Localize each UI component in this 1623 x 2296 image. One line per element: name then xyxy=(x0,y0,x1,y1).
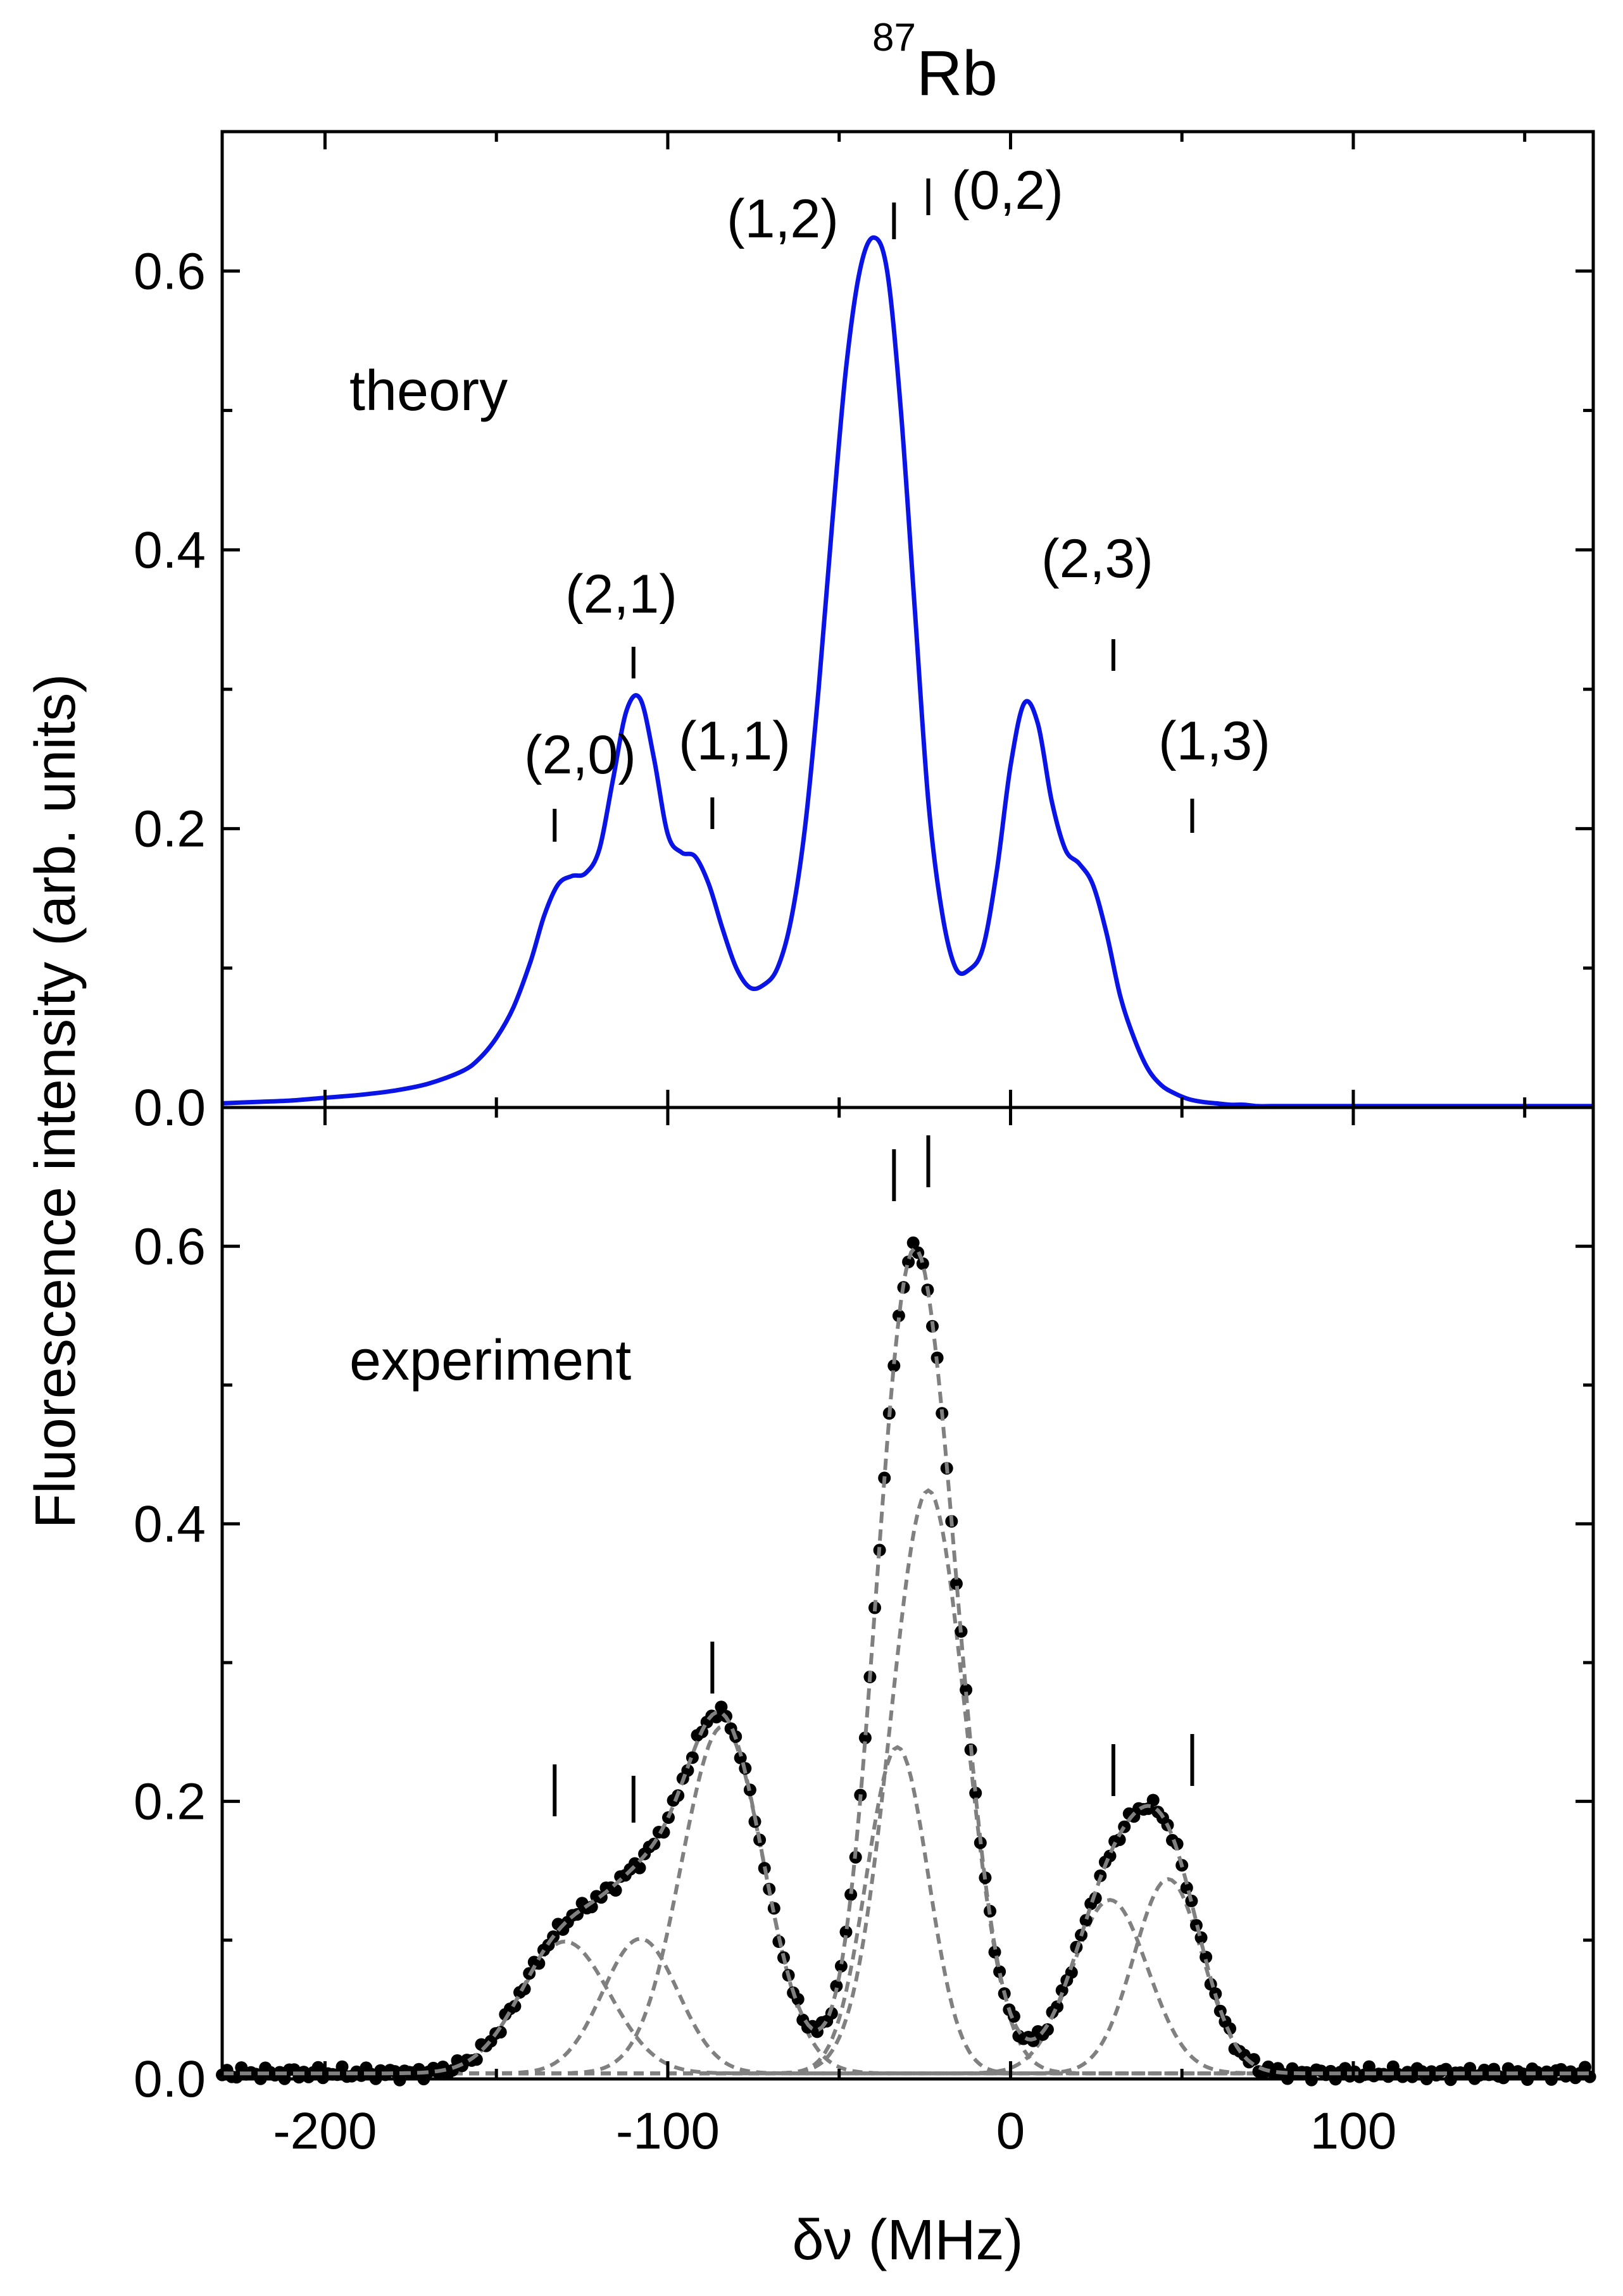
experiment-y-tick-label: 0.2 xyxy=(134,1773,206,1830)
experiment-data-point xyxy=(902,1256,915,1268)
experiment-data-point xyxy=(609,1884,622,1897)
experiment-panel-label: experiment xyxy=(349,1329,631,1392)
experiment-data-point xyxy=(633,1861,646,1875)
theory-peak-label: (0,2) xyxy=(951,160,1063,221)
experiment-y-tick-label: 0.0 xyxy=(134,2050,206,2108)
experiment-data-point xyxy=(1200,1950,1213,1964)
experiment-data-point xyxy=(734,1751,747,1764)
experiment-data-point xyxy=(830,1980,843,1993)
experiment-data-point xyxy=(834,1959,848,1973)
experiment-data-point xyxy=(1224,2022,1236,2035)
experiment-data-point xyxy=(906,1236,920,1249)
experiment-panel-frame xyxy=(220,1106,1595,2081)
experiment-data-point xyxy=(715,1700,728,1714)
experiment-peak-markers xyxy=(553,1135,1194,1823)
experiment-data-point xyxy=(1579,2061,1591,2074)
experiment-data-point xyxy=(949,1577,963,1590)
experiment-data-point xyxy=(892,1309,905,1323)
experiment-data-point xyxy=(1055,1984,1068,1997)
experiment-data-point xyxy=(311,2061,325,2074)
experiment-data-point xyxy=(335,2060,349,2073)
theory-peak-label: (2,3) xyxy=(1041,528,1153,589)
x-axis-title: δν (MHz) xyxy=(792,2209,1023,2272)
experiment-data-point xyxy=(960,1683,973,1697)
chart-title-superscript: 87 xyxy=(872,16,916,59)
theory-peak-annotations: (2,0) (2,1) (1,1) (1,2) (0,2) (2,3) (1,3) xyxy=(524,160,1270,842)
experiment-y-tick-label: 0.4 xyxy=(134,1495,206,1553)
experiment-fit-sum xyxy=(222,1245,1593,2076)
experiment-data-point xyxy=(1079,1914,1093,1927)
experiment-x-tick-label: -100 xyxy=(616,2102,720,2160)
theory-y-tick-label: 0.4 xyxy=(134,521,206,579)
experiment-data-point xyxy=(887,1359,901,1372)
experiment-data-point xyxy=(1146,1794,1160,1807)
experiment-data-point xyxy=(844,1888,858,1901)
experiment-data-point xyxy=(681,1764,694,1777)
experiment-fit-component-4 xyxy=(222,1745,1593,2076)
experiment-data-point xyxy=(518,1982,531,1995)
experiment-x-tick-label: -200 xyxy=(273,2102,377,2160)
experiment-ticks: -200 -100 0 100 0.0 0.2 0.4 0.6 xyxy=(134,1107,1593,2160)
experiment-x-tick-label: 0 xyxy=(996,2102,1025,2160)
experiment-x-tick-label: 100 xyxy=(1310,2102,1397,2160)
experiment-data-point xyxy=(825,2007,838,2020)
experiment-data-point xyxy=(1065,1966,1078,1979)
experiment-y-tick-label: 0.6 xyxy=(134,1218,206,1275)
experiment-data-point xyxy=(969,1787,982,1800)
experiment-data-point xyxy=(1463,2062,1477,2075)
experiment-data-point xyxy=(988,1945,1001,1959)
experiment-panel: -200 -100 0 100 0.0 0.2 0.4 0.6 experiment xyxy=(134,1106,1596,2160)
theory-panel-label: theory xyxy=(349,359,508,423)
theory-y-tick-label: 0.6 xyxy=(134,242,206,300)
theory-plot-area xyxy=(222,235,1593,1109)
theory-ticks: 0.0 0.2 0.4 0.6 xyxy=(134,132,1593,1137)
theory-y-tick-label: 0.2 xyxy=(134,800,206,858)
experiment-plot-area xyxy=(216,1236,1596,2087)
theory-peak-label: (2,0) xyxy=(524,725,636,785)
y-axis-title: Fluorescence intensity (arb. units) xyxy=(24,674,87,1529)
experiment-data-point xyxy=(993,1965,1006,1978)
theory-peak-label: (2,1) xyxy=(565,564,677,625)
theory-peak-label: (1,1) xyxy=(679,711,791,771)
theory-y-tick-label: 0.0 xyxy=(134,1079,206,1137)
experiment-data-point xyxy=(916,1257,929,1270)
theory-peak-label: (1,3) xyxy=(1158,711,1270,771)
experiment-data-point xyxy=(858,1731,872,1745)
theory-panel: 0.0 0.2 0.4 0.6 theory (2,0) (2,1) (1,1) (1,2)… xyxy=(134,130,1595,1137)
theory-peak-label: (1,2) xyxy=(727,189,839,249)
experiment-data-point xyxy=(1362,2060,1375,2073)
chart-title: Rb xyxy=(917,38,998,109)
theory-series-line xyxy=(222,235,1593,1109)
experiment-data-point xyxy=(839,1925,853,1938)
